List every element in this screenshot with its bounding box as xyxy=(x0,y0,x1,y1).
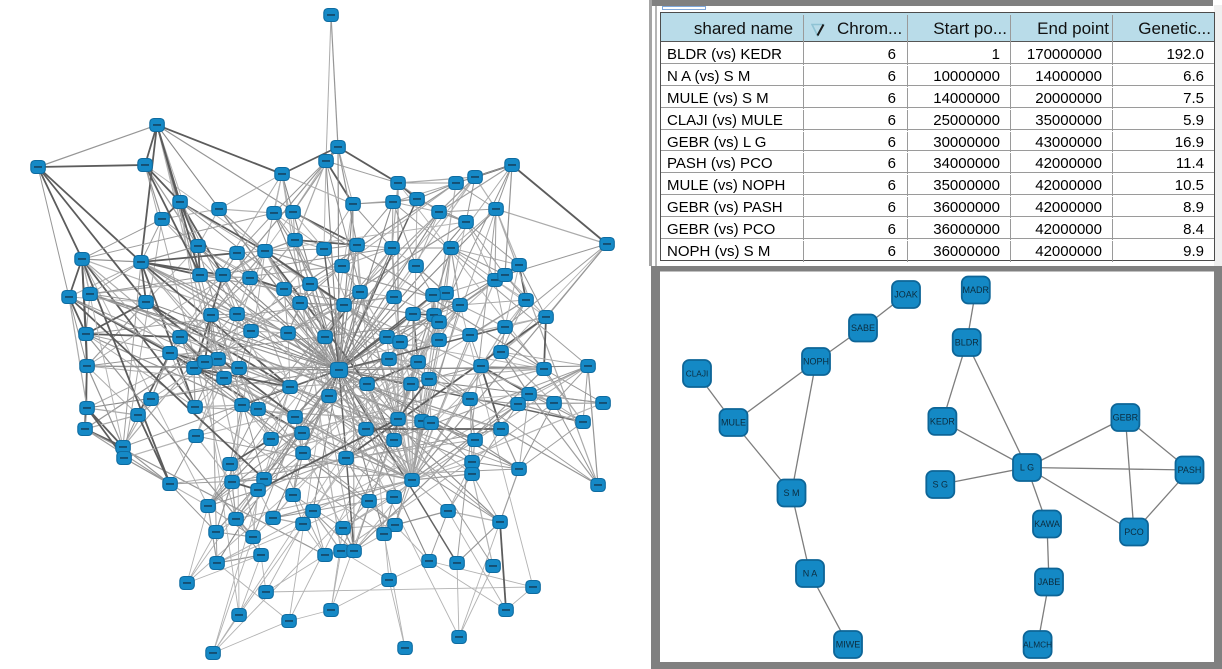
svg-text:PASH: PASH xyxy=(1178,465,1202,475)
svg-text:MADR: MADR xyxy=(963,285,990,295)
svg-text:MULE: MULE xyxy=(721,418,746,428)
svg-text:SABE: SABE xyxy=(851,323,875,333)
svg-text:BLDR: BLDR xyxy=(955,338,980,348)
svg-text:PCO: PCO xyxy=(1124,527,1144,537)
svg-text:CLAJI: CLAJI xyxy=(686,369,709,379)
svg-text:JABE: JABE xyxy=(1038,577,1061,587)
svg-text:MIWE: MIWE xyxy=(836,640,861,650)
svg-text:L G: L G xyxy=(1020,463,1034,473)
svg-text:JOAK: JOAK xyxy=(894,290,918,300)
svg-text:KAWA: KAWA xyxy=(1034,519,1060,529)
svg-text:NOPH: NOPH xyxy=(803,357,829,367)
svg-text:S M: S M xyxy=(783,488,799,498)
svg-text:KEDR: KEDR xyxy=(930,416,956,426)
svg-text:ALMCH: ALMCH xyxy=(1023,640,1052,650)
svg-text:N A: N A xyxy=(803,569,818,579)
svg-text:S G: S G xyxy=(933,480,949,490)
svg-text:GEBR: GEBR xyxy=(1113,413,1139,423)
